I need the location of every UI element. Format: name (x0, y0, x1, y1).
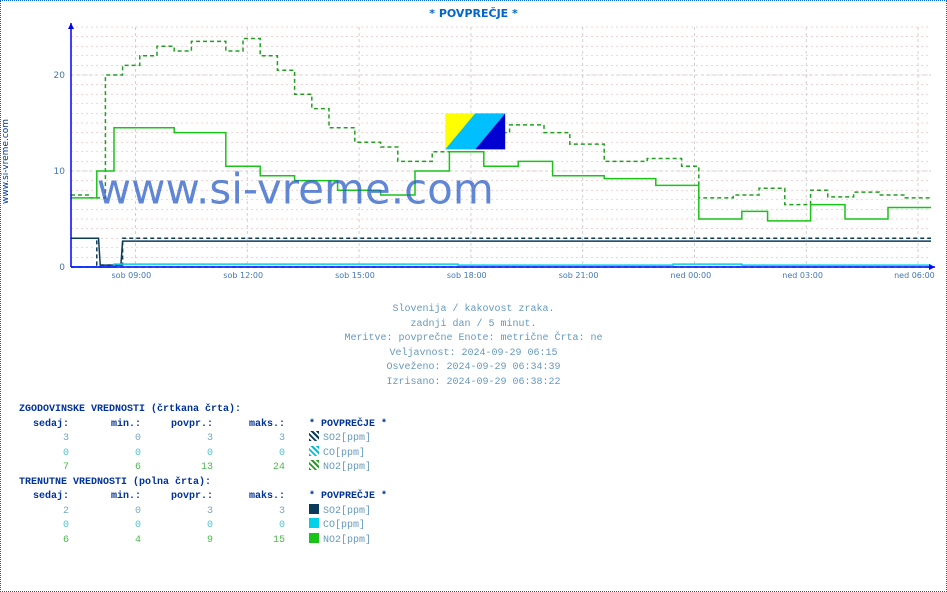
x-tick-label: sob 09:00 (112, 271, 152, 280)
table-row: 761324NO2[ppm] (19, 461, 387, 476)
x-tick-label: ned 03:00 (782, 271, 823, 280)
legend-swatch (309, 460, 319, 470)
caption-line: Meritve: povprečne Enote: metrične Črta:… (1, 332, 946, 347)
x-tick-label: sob 12:00 (223, 271, 263, 280)
svg-text:10: 10 (54, 167, 66, 177)
x-tick-label: sob 18:00 (447, 271, 487, 280)
legend-label: SO2[ppm] (323, 432, 371, 447)
table-header: sedaj:min.:povpr.:maks.:* POVPREČJE * (19, 490, 387, 505)
legend-label: CO[ppm] (323, 447, 365, 462)
legend-swatch (309, 518, 319, 528)
legend-swatch (309, 504, 319, 514)
x-tick-label: sob 21:00 (559, 271, 599, 280)
chart-title: * POVPREČJE * (1, 7, 946, 20)
table-title-historical: ZGODOVINSKE VREDNOSTI (črtkana črta): (19, 403, 387, 418)
table-row: 64915NO2[ppm] (19, 534, 387, 549)
table-row: 3033SO2[ppm] (19, 432, 387, 447)
caption-line: Veljavnost: 2024-09-29 06:15 (1, 347, 946, 362)
plot-area: 0 10 20 www.si-vreme.com (47, 23, 937, 285)
caption-line: Osveženo: 2024-09-29 06:34:39 (1, 361, 946, 376)
legend-label: NO2[ppm] (323, 461, 371, 476)
x-tick-label: sob 15:00 (335, 271, 375, 280)
svg-text:20: 20 (54, 71, 66, 81)
svg-text:www.si-vreme.com: www.si-vreme.com (97, 164, 494, 213)
x-tick-label: ned 00:00 (671, 271, 712, 280)
caption-block: Slovenija / kakovost zraka.zadnji dan / … (1, 303, 946, 390)
legend-label: NO2[ppm] (323, 534, 371, 549)
table-row: 0000CO[ppm] (19, 519, 387, 534)
table-title-current: TRENUTNE VREDNOSTI (polna črta): (19, 476, 387, 491)
table-row: 2033SO2[ppm] (19, 505, 387, 520)
legend-label: CO[ppm] (323, 519, 365, 534)
legend-swatch (309, 533, 319, 543)
x-tick-label: ned 06:00 (894, 271, 935, 280)
data-tables: ZGODOVINSKE VREDNOSTI (črtkana črta):sed… (19, 403, 387, 548)
legend-swatch (309, 431, 319, 441)
table-header: sedaj:min.:povpr.:maks.:* POVPREČJE * (19, 418, 387, 433)
caption-line: Izrisano: 2024-09-29 06:38:22 (1, 376, 946, 391)
chart-container: * POVPREČJE * www.si-vreme.com 0 10 20 www.… (0, 0, 947, 592)
caption-line: zadnji dan / 5 minut. (1, 318, 946, 333)
table-row: 0000CO[ppm] (19, 447, 387, 462)
site-label-vertical: www.si-vreme.com (1, 71, 15, 251)
svg-text:0: 0 (59, 263, 65, 273)
legend-swatch (309, 446, 319, 456)
legend-label: SO2[ppm] (323, 505, 371, 520)
caption-line: Slovenija / kakovost zraka. (1, 303, 946, 318)
